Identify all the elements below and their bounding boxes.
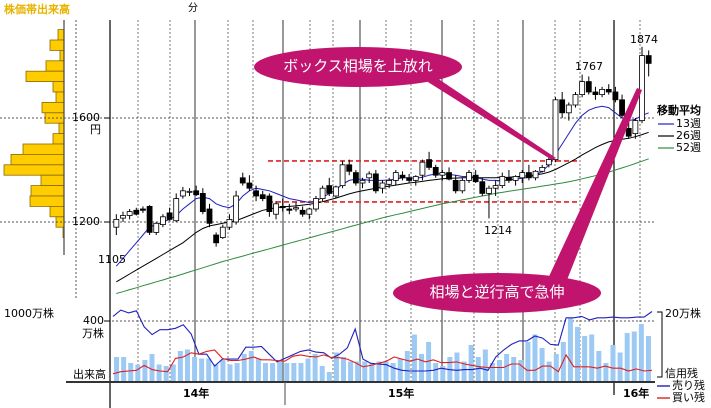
callout-box-breakout: ボックス相場を上放れ <box>283 57 433 75</box>
annotation-high-1874: 1874 <box>630 33 658 46</box>
volume-tick-400: 400 <box>83 314 104 327</box>
volume-label: 出来高 <box>73 368 106 381</box>
x-tick-14: 14年 <box>183 387 210 400</box>
margin-balance-lines <box>112 309 653 375</box>
x-tick-16: 16年 <box>623 387 650 400</box>
annotation-high-1767: 1767 <box>575 60 603 73</box>
price-unit: 円 <box>90 123 101 136</box>
margin-legend-sell: 売り残 <box>672 379 705 392</box>
volume-profile <box>3 20 65 255</box>
x-tick-15: 15年 <box>388 387 415 400</box>
margin-scale: 20万株 <box>665 307 701 320</box>
volume-profile-title: 株価帯出来高 <box>4 3 70 16</box>
annotation-low-1105: 1105 <box>98 253 126 266</box>
top-glyph: 分 <box>188 3 198 14</box>
axes <box>66 20 674 408</box>
volume-unit: 万株 <box>82 327 104 340</box>
ma-legend-26: 26週 <box>676 129 701 142</box>
y-tick-1200: 1200 <box>72 215 100 228</box>
volume-bars <box>114 318 651 381</box>
candlesticks <box>113 46 652 247</box>
margin-legend-buy: 買い残 <box>672 391 705 404</box>
y-tick-1600: 1600 <box>72 111 100 124</box>
ma-legend-title: 移動平均 <box>657 104 701 117</box>
volume-profile-scale: 1000万株 <box>4 307 54 320</box>
callouts <box>254 47 642 313</box>
annotation-low-1214: 1214 <box>484 224 512 237</box>
margin-legend-title: 信用残 <box>665 367 698 380</box>
callout-surge: 相場と逆行高で急伸 <box>429 283 565 301</box>
ma-legend-52: 52週 <box>676 141 701 154</box>
ma-legend-13: 13週 <box>676 117 701 130</box>
